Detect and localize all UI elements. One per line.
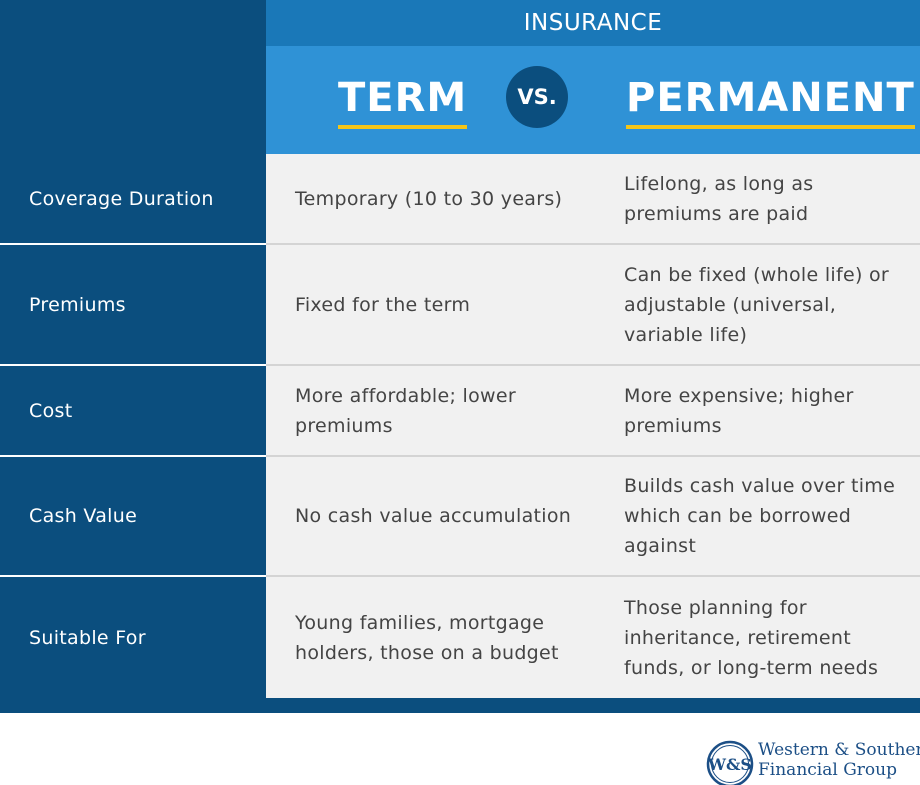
term-cell: Temporary (10 to 30 years)	[266, 154, 594, 243]
permanent-cell: Those planning for inheritance, retireme…	[594, 577, 920, 698]
row-divider	[0, 243, 266, 245]
term-cell-text: Temporary (10 to 30 years)	[295, 187, 563, 210]
permanent-heading-text: PERMANENT	[626, 75, 915, 121]
table-row: Cost More affordable; lower premiums Mor…	[0, 366, 920, 455]
row-divider	[266, 364, 920, 366]
permanent-cell-text: Lifelong, as long as premiums are paid	[624, 172, 814, 225]
logo-line-2: Financial Group	[758, 760, 897, 780]
ws-logo-mark-icon: W&S	[706, 740, 754, 785]
term-cell: Fixed for the term	[266, 245, 594, 364]
row-label: Premiums	[29, 293, 126, 316]
row-label: Coverage Duration	[29, 187, 214, 210]
logo-mark-text: W&S	[707, 755, 752, 774]
term-cell: More affordable; lower premiums	[266, 366, 594, 455]
company-logo: W&S Western & Southern Financial Group	[706, 738, 920, 785]
term-cell: No cash value accumulation	[266, 457, 594, 575]
permanent-cell-text: Can be fixed (whole life) or adjustable …	[624, 263, 890, 346]
label-column	[0, 0, 266, 713]
term-cell-text: No cash value accumulation	[295, 505, 572, 527]
term-cell-text: Fixed for the term	[295, 293, 471, 316]
permanent-cell: Can be fixed (whole life) or adjustable …	[594, 245, 920, 364]
term-heading-text: TERM	[338, 75, 468, 121]
row-divider	[0, 575, 266, 577]
logo-wordmark: Western & Southern Financial Group	[758, 740, 920, 780]
permanent-cell: Builds cash value over time which can be…	[594, 457, 920, 575]
row-divider	[266, 575, 920, 577]
category-header: INSURANCE	[266, 0, 920, 46]
comparison-table: INSURANCE TERM VS. PERMANENT Coverage Du…	[0, 0, 920, 713]
row-divider	[266, 455, 920, 457]
term-cell: Young families, mortgage holders, those …	[266, 577, 594, 698]
permanent-cell-text: Builds cash value over time which can be…	[624, 475, 896, 557]
row-label: Cash Value	[29, 505, 138, 527]
row-divider	[0, 455, 266, 457]
term-cell-text: More affordable; lower premiums	[295, 384, 516, 437]
comparison-header	[266, 46, 920, 154]
permanent-cell: More expensive; higher premiums	[594, 366, 920, 455]
vs-badge: VS.	[506, 66, 568, 128]
term-cell-text: Young families, mortgage holders, those …	[295, 611, 559, 664]
row-divider	[266, 243, 920, 245]
term-underline	[338, 125, 468, 129]
row-label: Cost	[29, 399, 73, 422]
permanent-cell: Lifelong, as long as premiums are paid	[594, 154, 920, 243]
table-row: Cash Value No cash value accumulation Bu…	[0, 457, 920, 575]
permanent-heading: PERMANENT	[626, 72, 915, 129]
permanent-underline	[626, 125, 915, 129]
table-row: Premiums Fixed for the term Can be fixed…	[0, 245, 920, 364]
row-label: Suitable For	[29, 626, 146, 649]
logo-line-1: Western & Southern	[758, 740, 920, 760]
term-heading: TERM	[338, 72, 468, 129]
table-row: Suitable For Young families, mortgage ho…	[0, 577, 920, 698]
row-divider	[0, 364, 266, 366]
permanent-cell-text: Those planning for inheritance, retireme…	[624, 596, 879, 679]
permanent-cell-text: More expensive; higher premiums	[624, 384, 854, 437]
table-row: Coverage Duration Temporary (10 to 30 ye…	[0, 154, 920, 243]
